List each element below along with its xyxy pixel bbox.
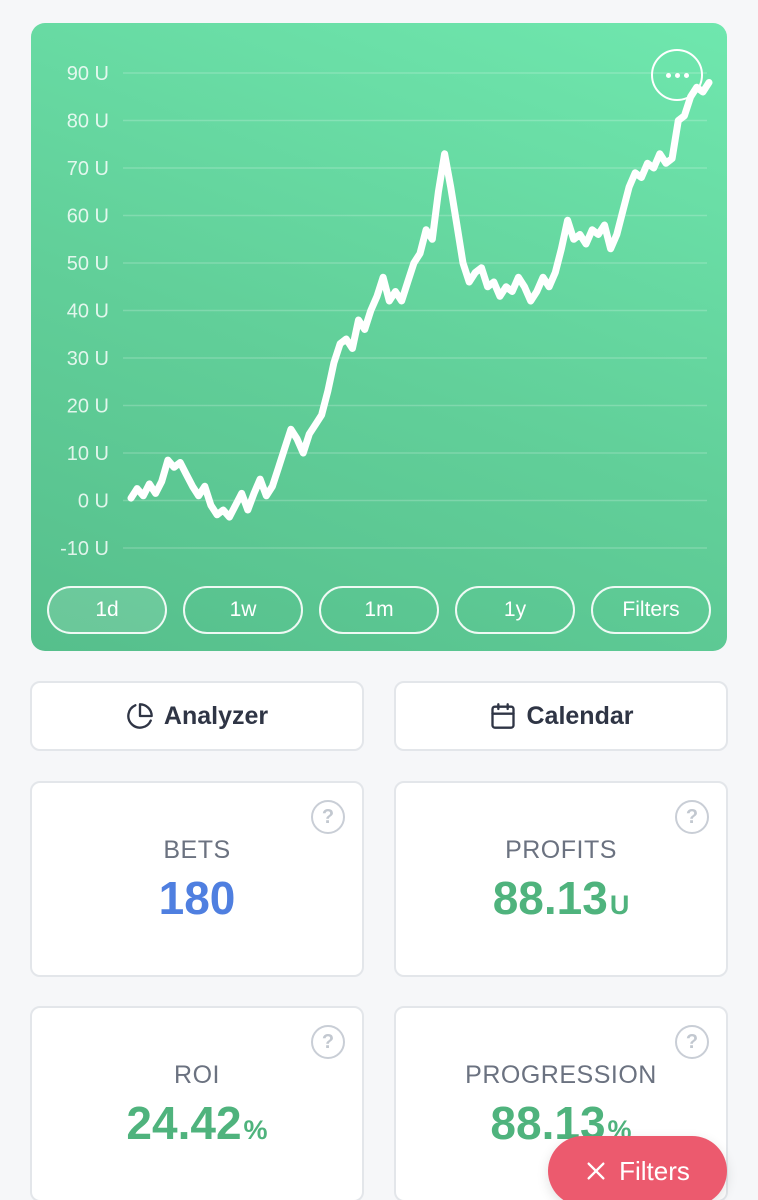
more-horizontal-icon <box>665 72 671 78</box>
range-button-1w[interactable]: 1w <box>183 586 303 634</box>
range-button-1y[interactable]: 1y <box>455 586 575 634</box>
stat-card-profits: ? PROFITS 88.13U <box>394 781 728 977</box>
profit-series-line <box>127 79 713 521</box>
roi-label: ROI <box>174 1061 220 1089</box>
question-circle-icon[interactable]: ? <box>311 1025 345 1059</box>
close-icon <box>587 1162 605 1180</box>
profit-line-chart: 90 U 80 U 70 U 60 U 50 U 40 U 30 U 20 U 10 U 0 U -… <box>60 63 713 560</box>
profit-chart-card: 90 U 80 U 70 U 60 U 50 U 40 U 30 U 20 U 10 U 0 U -… <box>31 23 727 651</box>
floating-filters-button[interactable]: Filters <box>548 1136 727 1200</box>
y-tick-label: 30 U <box>67 348 109 370</box>
roi-unit: % <box>243 1115 268 1145</box>
progression-label: PROGRESSION <box>465 1061 657 1089</box>
bets-value: 180 <box>158 872 236 924</box>
calendar-label: Calendar <box>526 701 634 730</box>
y-tick-label: 10 U <box>67 443 109 465</box>
roi-value: 24.42% <box>126 1097 268 1149</box>
chart-filters-button[interactable]: Filters <box>591 586 711 634</box>
pie-chart-icon <box>127 703 153 729</box>
stat-card-progression: ? PROGRESSION 88.13% <box>394 1006 728 1200</box>
range-button-1d[interactable]: 1d <box>47 586 167 634</box>
more-options-button[interactable] <box>651 49 703 101</box>
y-tick-label: 40 U <box>67 301 109 323</box>
y-tick-label: 20 U <box>67 396 109 418</box>
floating-filters-label: Filters <box>619 1155 690 1186</box>
profits-unit: U <box>609 890 630 920</box>
y-tick-label: 0 U <box>78 491 109 513</box>
stat-card-roi: ? ROI 24.42% <box>30 1006 364 1200</box>
y-tick-label: 70 U <box>67 158 109 180</box>
y-tick-label: -10 U <box>60 538 109 560</box>
y-tick-label: 80 U <box>67 111 109 133</box>
analyzer-button[interactable]: Analyzer <box>30 681 364 751</box>
question-circle-icon[interactable]: ? <box>675 800 709 834</box>
range-button-1m[interactable]: 1m <box>319 586 439 634</box>
calendar-icon <box>490 703 515 729</box>
stat-card-bets: ? BETS 180 <box>30 781 364 977</box>
question-circle-icon[interactable]: ? <box>675 1025 709 1059</box>
analyzer-label: Analyzer <box>163 701 269 730</box>
calendar-button[interactable]: Calendar <box>394 681 728 751</box>
question-circle-icon[interactable]: ? <box>311 800 345 834</box>
bets-label: BETS <box>163 836 231 864</box>
y-tick-label: 90 U <box>67 63 109 85</box>
y-tick-label: 60 U <box>67 206 109 228</box>
profits-value: 88.13U <box>492 872 630 924</box>
y-tick-label: 50 U <box>67 253 109 275</box>
profits-label: PROFITS <box>505 836 617 864</box>
